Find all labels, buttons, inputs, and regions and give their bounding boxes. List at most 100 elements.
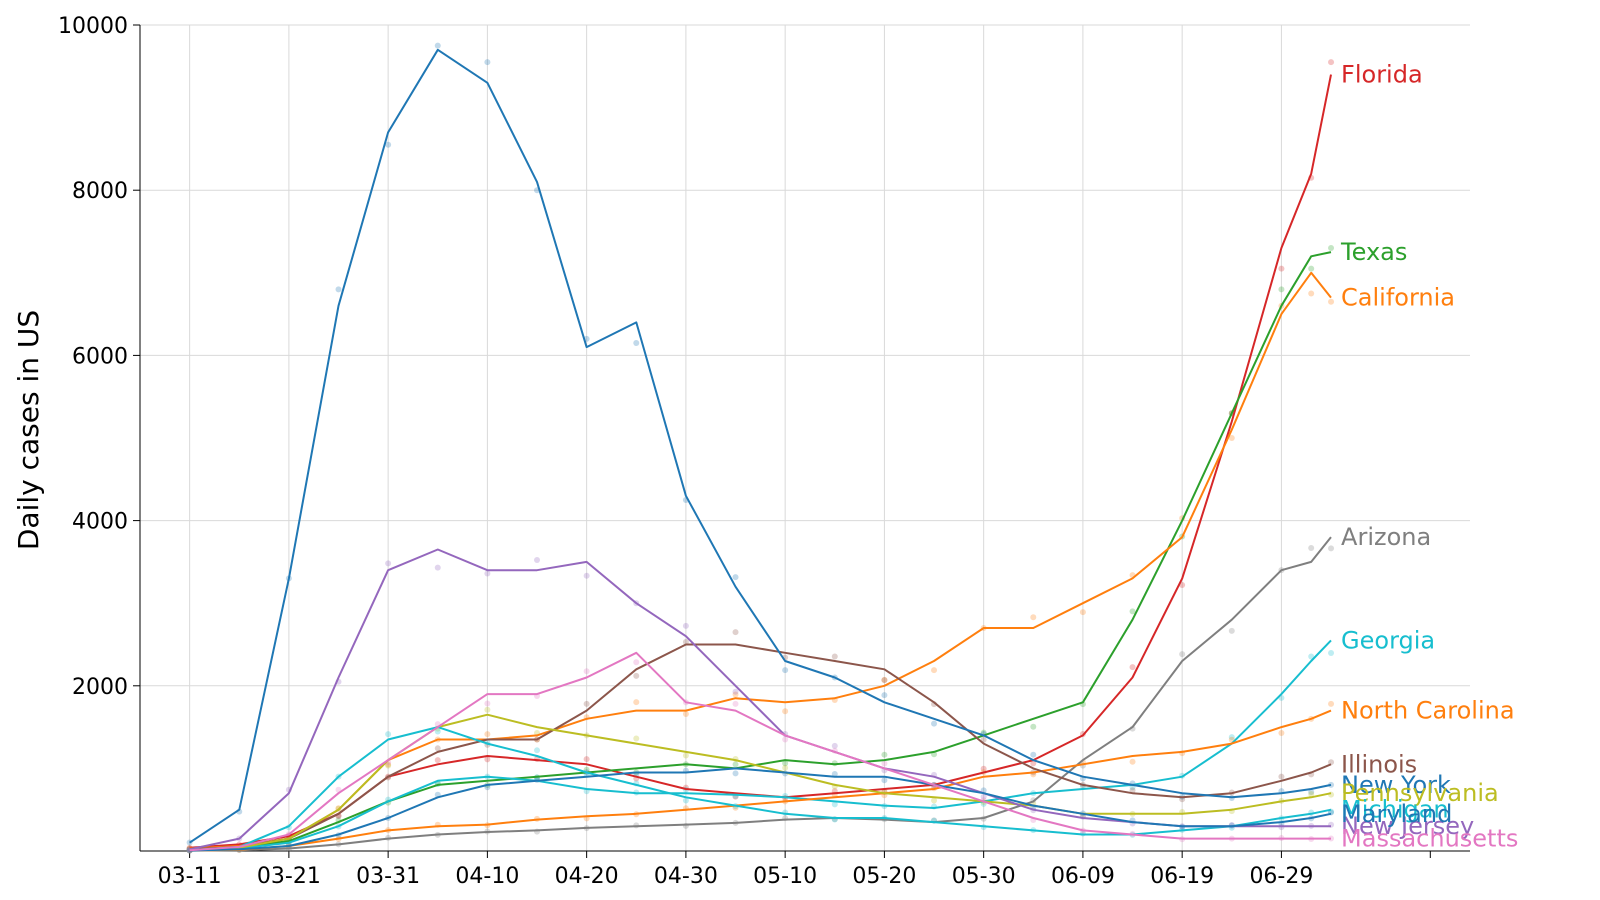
pennsylvania-line (189, 713, 1332, 852)
x-tick-label: 06-19 (1150, 864, 1214, 889)
pennsylvania-point (782, 764, 789, 771)
arizona-label: Arizona (1341, 523, 1431, 551)
x-tick-label: 06-29 (1249, 864, 1313, 889)
new-york-point (1030, 751, 1037, 758)
x-tick-label: 04-20 (555, 864, 619, 889)
illinois-point (434, 745, 441, 752)
massachusetts-point (484, 700, 491, 707)
massachusetts-line (189, 651, 1331, 852)
california-label: California (1341, 284, 1455, 312)
georgia-point (1328, 650, 1335, 657)
new-york-point (782, 667, 789, 674)
illinois-label: Illinois (1341, 750, 1417, 778)
x-tick-label: 05-30 (952, 864, 1016, 889)
california-point (1328, 298, 1335, 305)
north-carolina-point (1278, 730, 1285, 737)
florida-label: Florida (1341, 61, 1423, 89)
florida-point (434, 757, 441, 764)
texas-point (1278, 286, 1285, 293)
new-jersey-point (682, 622, 689, 629)
california-point (1079, 609, 1086, 616)
north-carolina-line (189, 709, 1332, 852)
georgia-line (189, 639, 1332, 852)
texas-point (732, 761, 739, 768)
series-labels: Florida Texas California Arizona Georgia Nort… (1340, 61, 1518, 853)
illinois-line (189, 643, 1332, 851)
texas-label: Texas (1340, 238, 1407, 266)
new-jersey-point (732, 688, 739, 695)
illinois-point (881, 677, 888, 684)
y-axis-title: Daily cases in US (12, 310, 45, 550)
x-axis-ticks: 03-11 03-21 03-31 04-10 04-20 04-30 05-10 05-20… (158, 851, 1431, 889)
massachusetts-point (1328, 835, 1335, 842)
north-carolina-point (1328, 700, 1335, 707)
x-tick-label: 03-11 (158, 864, 222, 889)
series-lines (189, 48, 1332, 852)
y-tick-label: 4000 (72, 510, 128, 535)
y-tick-label: 6000 (72, 344, 128, 369)
maryland-point (881, 777, 888, 784)
axes (139, 25, 1470, 852)
y-tick-label: 2000 (72, 675, 128, 700)
north-carolina-point (1129, 758, 1136, 765)
arizona-point (1328, 545, 1335, 552)
new-york-point (434, 42, 441, 49)
california-point (881, 676, 888, 683)
new-jersey-point (385, 560, 392, 567)
arizona-point (1308, 545, 1315, 552)
massachusetts-label: Massachusetts (1341, 825, 1518, 853)
pennsylvania-point (385, 762, 392, 769)
georgia-label: Georgia (1341, 626, 1435, 654)
x-tick-label: 06-09 (1051, 864, 1115, 889)
texas-point (881, 751, 888, 758)
texas-point (1308, 265, 1315, 272)
massachusetts-point (782, 736, 789, 743)
illinois-point (732, 629, 739, 636)
y-axis-ticks: 2000 4000 6000 8000 10000 (58, 14, 140, 700)
michigan-label: Michigan (1341, 796, 1449, 824)
texas-point (1030, 723, 1037, 730)
new-york-point (484, 59, 491, 66)
new-york-point (1328, 781, 1335, 788)
new-jersey-point (831, 742, 838, 749)
new-jersey-point (434, 564, 441, 571)
y-tick-label: 8000 (72, 179, 128, 204)
maryland-label: Maryland (1341, 800, 1452, 828)
new-jersey-point (484, 570, 491, 577)
florida-point (1278, 265, 1285, 272)
new-york-point (931, 720, 938, 727)
illinois-point (633, 672, 640, 679)
scatter-points (186, 42, 1335, 854)
x-tick-label: 03-21 (257, 864, 321, 889)
x-tick-label: 04-10 (455, 864, 519, 889)
illinois-point (583, 700, 590, 707)
illinois-point (1278, 773, 1285, 780)
florida-point (1129, 664, 1136, 671)
x-tick-label: 04-30 (654, 864, 718, 889)
florida-point (583, 756, 590, 763)
california-point (1308, 290, 1315, 297)
x-tick-label: 05-20 (852, 864, 916, 889)
pennsylvania-point (931, 797, 938, 804)
pennsylvania-point (682, 752, 689, 759)
california-point (782, 708, 789, 715)
grid (140, 24, 1470, 851)
michigan-line (189, 726, 1332, 852)
maryland-line (189, 767, 1332, 852)
california-point (633, 699, 640, 706)
texas-point (1129, 608, 1136, 615)
pennsylvania-point (1308, 791, 1315, 798)
illinois-point (1328, 759, 1335, 766)
california-point (931, 667, 938, 674)
pennsylvania-label: Pennsylvania (1341, 779, 1499, 807)
new-york-point (633, 340, 640, 347)
new-york-point (1308, 789, 1315, 796)
north-carolina-label: North Carolina (1341, 697, 1515, 725)
massachusetts-point (633, 659, 640, 666)
massachusetts-point (583, 668, 590, 675)
maryland-point (732, 770, 739, 777)
california-point (1228, 435, 1235, 441)
y-tick-label: 10000 (58, 14, 128, 39)
x-tick-label: 03-31 (356, 864, 420, 889)
